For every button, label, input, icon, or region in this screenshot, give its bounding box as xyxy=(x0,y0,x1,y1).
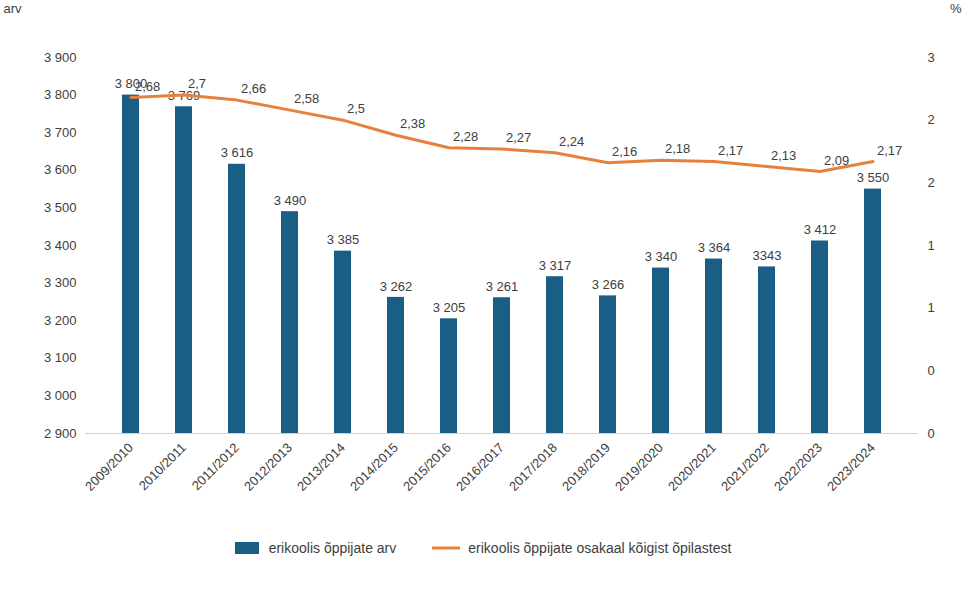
svg-text:3 385: 3 385 xyxy=(327,232,360,247)
svg-text:3 900: 3 900 xyxy=(44,50,77,65)
svg-text:0: 0 xyxy=(928,426,935,441)
svg-text:3 616: 3 616 xyxy=(221,145,254,160)
html-text:erikoolis õppijate osakaal kõi: erikoolis õppijate osakaal kõigist õpila… xyxy=(468,540,732,556)
svg-text:2017/2018: 2017/2018 xyxy=(506,440,560,494)
svg-text:2,13: 2,13 xyxy=(771,148,796,163)
svg-text:2018/2019: 2018/2019 xyxy=(559,440,613,494)
svg-text:2,66: 2,66 xyxy=(241,81,266,96)
svg-text:2,27: 2,27 xyxy=(506,130,531,145)
html-text:erikoolis õppijate arv: erikoolis õppijate arv xyxy=(268,540,397,556)
svg-text:2014/2015: 2014/2015 xyxy=(347,440,401,494)
svg-text:0: 0 xyxy=(928,363,935,378)
svg-text:2,28: 2,28 xyxy=(453,129,478,144)
svg-text:2022/2023: 2022/2023 xyxy=(771,440,825,494)
svg-text:2,7: 2,7 xyxy=(188,76,206,91)
svg-text:3 340: 3 340 xyxy=(645,249,678,264)
svg-text:3 700: 3 700 xyxy=(44,125,77,140)
svg-text:3 490: 3 490 xyxy=(274,193,307,208)
svg-text:3 100: 3 100 xyxy=(44,350,77,365)
svg-text:2 900: 2 900 xyxy=(44,426,77,441)
svg-text:2011/2012: 2011/2012 xyxy=(189,440,242,493)
svg-text:%: % xyxy=(950,1,962,16)
svg-text:2020/2021: 2020/2021 xyxy=(665,440,719,494)
svg-text:3 400: 3 400 xyxy=(44,238,77,253)
svg-text:3 300: 3 300 xyxy=(44,275,77,290)
svg-text:arv: arv xyxy=(4,1,23,16)
svg-text:3 412: 3 412 xyxy=(804,222,837,237)
svg-text:3 262: 3 262 xyxy=(380,279,413,294)
svg-text:2013/2014: 2013/2014 xyxy=(294,440,348,494)
svg-text:3 500: 3 500 xyxy=(44,200,77,215)
svg-text:3 800: 3 800 xyxy=(115,76,148,91)
svg-text:2,16: 2,16 xyxy=(612,144,637,159)
svg-text:1: 1 xyxy=(928,300,935,315)
svg-text:3 364: 3 364 xyxy=(698,240,731,255)
svg-text:2,68: 2,68 xyxy=(135,79,160,94)
svg-text:3 600: 3 600 xyxy=(44,162,77,177)
svg-text:2,38: 2,38 xyxy=(400,116,425,131)
svg-text:3 317: 3 317 xyxy=(539,258,572,273)
svg-text:3 000: 3 000 xyxy=(44,388,77,403)
svg-text:2021/2022: 2021/2022 xyxy=(718,440,772,494)
svg-text:3 200: 3 200 xyxy=(44,313,77,328)
svg-text:2,5: 2,5 xyxy=(347,101,365,116)
svg-text:2,09: 2,09 xyxy=(824,153,849,168)
svg-text:2,24: 2,24 xyxy=(559,134,584,149)
svg-text:3: 3 xyxy=(928,50,935,65)
svg-text:3 205: 3 205 xyxy=(433,300,466,315)
svg-text:2,17: 2,17 xyxy=(877,143,902,158)
svg-text:2012/2013: 2012/2013 xyxy=(241,440,295,494)
svg-text:2,58: 2,58 xyxy=(294,91,319,106)
svg-text:3 266: 3 266 xyxy=(592,277,625,292)
svg-text:3 769: 3 769 xyxy=(168,88,201,103)
svg-text:2016/2017: 2016/2017 xyxy=(453,440,507,494)
svg-text:3 550: 3 550 xyxy=(857,170,890,185)
svg-text:2: 2 xyxy=(928,112,935,127)
svg-text:2,17: 2,17 xyxy=(718,143,743,158)
svg-text:3 800: 3 800 xyxy=(44,87,77,102)
svg-text:2: 2 xyxy=(928,175,935,190)
svg-text:2019/2020: 2019/2020 xyxy=(612,440,666,494)
svg-text:2023/2024: 2023/2024 xyxy=(824,440,878,494)
svg-text:2009/2010: 2009/2010 xyxy=(82,440,136,494)
svg-text:2015/2016: 2015/2016 xyxy=(400,440,454,494)
svg-text:2010/2011: 2010/2011 xyxy=(136,440,189,493)
svg-text:2,18: 2,18 xyxy=(665,141,690,156)
svg-text:1: 1 xyxy=(928,238,935,253)
svg-text:3 261: 3 261 xyxy=(486,279,519,294)
svg-text:3343: 3343 xyxy=(753,248,782,263)
